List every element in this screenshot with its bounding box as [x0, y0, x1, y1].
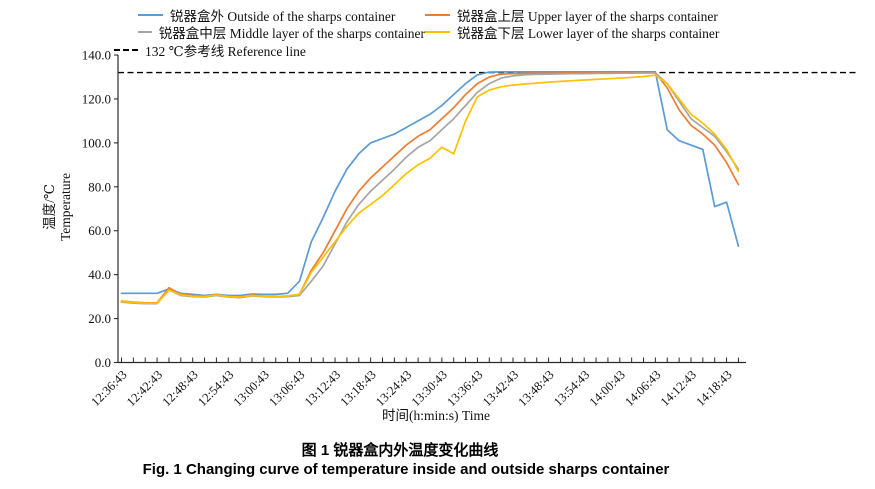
svg-text:13:06:43: 13:06:43 — [266, 368, 307, 409]
svg-text:60.0: 60.0 — [88, 223, 111, 238]
svg-text:Temperature: Temperature — [58, 173, 73, 241]
svg-text:120.0: 120.0 — [82, 91, 111, 106]
svg-text:温度/℃: 温度/℃ — [42, 184, 57, 230]
legend-item-middle: 锐器盒中层 Middle layer of the sharps contain… — [138, 22, 425, 42]
svg-text:140.0: 140.0 — [82, 48, 111, 63]
caption-chinese: 图 1 锐器盒内外温度变化曲线 — [301, 442, 499, 459]
svg-text:14:18:43: 14:18:43 — [693, 368, 734, 409]
axes — [117, 55, 746, 364]
x-axis-labels: 12:36:4312:42:4312:48:4312:54:4313:00:43… — [88, 368, 734, 409]
svg-text:13:24:43: 13:24:43 — [373, 368, 414, 409]
temperature-line-chart: 0.0 20.0 40.0 60.0 80.0 100.0 120.0 140.0 12:36:… — [42, 48, 856, 423]
svg-text:13:18:43: 13:18:43 — [337, 368, 378, 409]
reference-line-swatch — [114, 48, 138, 51]
legend-row-1: 锐器盒外 Outside of the sharps container 锐器盒… — [138, 5, 718, 25]
legend-label-upper: 锐器盒上层 Upper layer of the sharps containe… — [457, 8, 718, 24]
svg-text:0.0: 0.0 — [95, 355, 111, 370]
svg-text:14:06:43: 14:06:43 — [622, 368, 663, 409]
svg-text:13:48:43: 13:48:43 — [515, 368, 556, 409]
series-line-3 — [120, 74, 740, 305]
legend-item-upper: 锐器盒上层 Upper layer of the sharps containe… — [425, 5, 718, 25]
series-line-1 — [120, 71, 740, 304]
legend-label-outside: 锐器盒外 Outside of the sharps container — [170, 8, 396, 24]
legend-row-3: 132 ℃参考线 Reference line — [114, 40, 306, 60]
legend-item-lower: 锐器盒下层 Lower layer of the sharps containe… — [425, 22, 719, 42]
svg-text:13:42:43: 13:42:43 — [480, 368, 521, 409]
middle-line-swatch — [138, 30, 152, 33]
series-line-0 — [120, 71, 740, 297]
svg-text:13:30:43: 13:30:43 — [409, 368, 450, 409]
svg-text:14:12:43: 14:12:43 — [658, 368, 699, 409]
svg-text:12:42:43: 12:42:43 — [124, 368, 165, 409]
svg-text:20.0: 20.0 — [88, 311, 111, 326]
y-axis-ticks: 0.0 20.0 40.0 60.0 80.0 100.0 120.0 140.0 — [82, 48, 118, 370]
svg-text:14:00:43: 14:00:43 — [587, 368, 628, 409]
legend-row-2: 锐器盒中层 Middle layer of the sharps contain… — [138, 22, 719, 42]
legend-item-reference: 132 ℃参考线 Reference line — [114, 40, 306, 60]
x-axis-ticks — [121, 357, 739, 363]
svg-text:13:12:43: 13:12:43 — [302, 368, 343, 409]
svg-text:40.0: 40.0 — [88, 267, 111, 282]
series-line-2 — [120, 72, 740, 305]
outside-line-swatch — [138, 13, 163, 16]
y-axis-title: 温度/℃ Temperature — [42, 173, 73, 241]
svg-text:13:36:43: 13:36:43 — [444, 368, 485, 409]
svg-text:13:00:43: 13:00:43 — [231, 368, 272, 409]
svg-text:80.0: 80.0 — [88, 179, 111, 194]
x-axis-title: 时间(h:min:s) Time — [382, 408, 490, 423]
svg-text:12:48:43: 12:48:43 — [159, 368, 200, 409]
upper-line-swatch — [425, 13, 450, 16]
legend-item-outside: 锐器盒外 Outside of the sharps container — [138, 5, 425, 25]
svg-text:12:54:43: 12:54:43 — [195, 368, 236, 409]
lower-line-swatch — [425, 30, 450, 33]
legend-label-lower: 锐器盒下层 Lower layer of the sharps containe… — [457, 25, 720, 41]
legend-label-middle: 锐器盒中层 Middle layer of the sharps contain… — [158, 25, 425, 41]
caption-english: Fig. 1 Changing curve of temperature ins… — [142, 461, 670, 478]
svg-text:13:54:43: 13:54:43 — [551, 368, 592, 409]
svg-text:100.0: 100.0 — [82, 135, 111, 150]
legend-label-reference: 132 ℃参考线 Reference line — [145, 43, 306, 59]
svg-text:12:36:43: 12:36:43 — [88, 368, 129, 409]
